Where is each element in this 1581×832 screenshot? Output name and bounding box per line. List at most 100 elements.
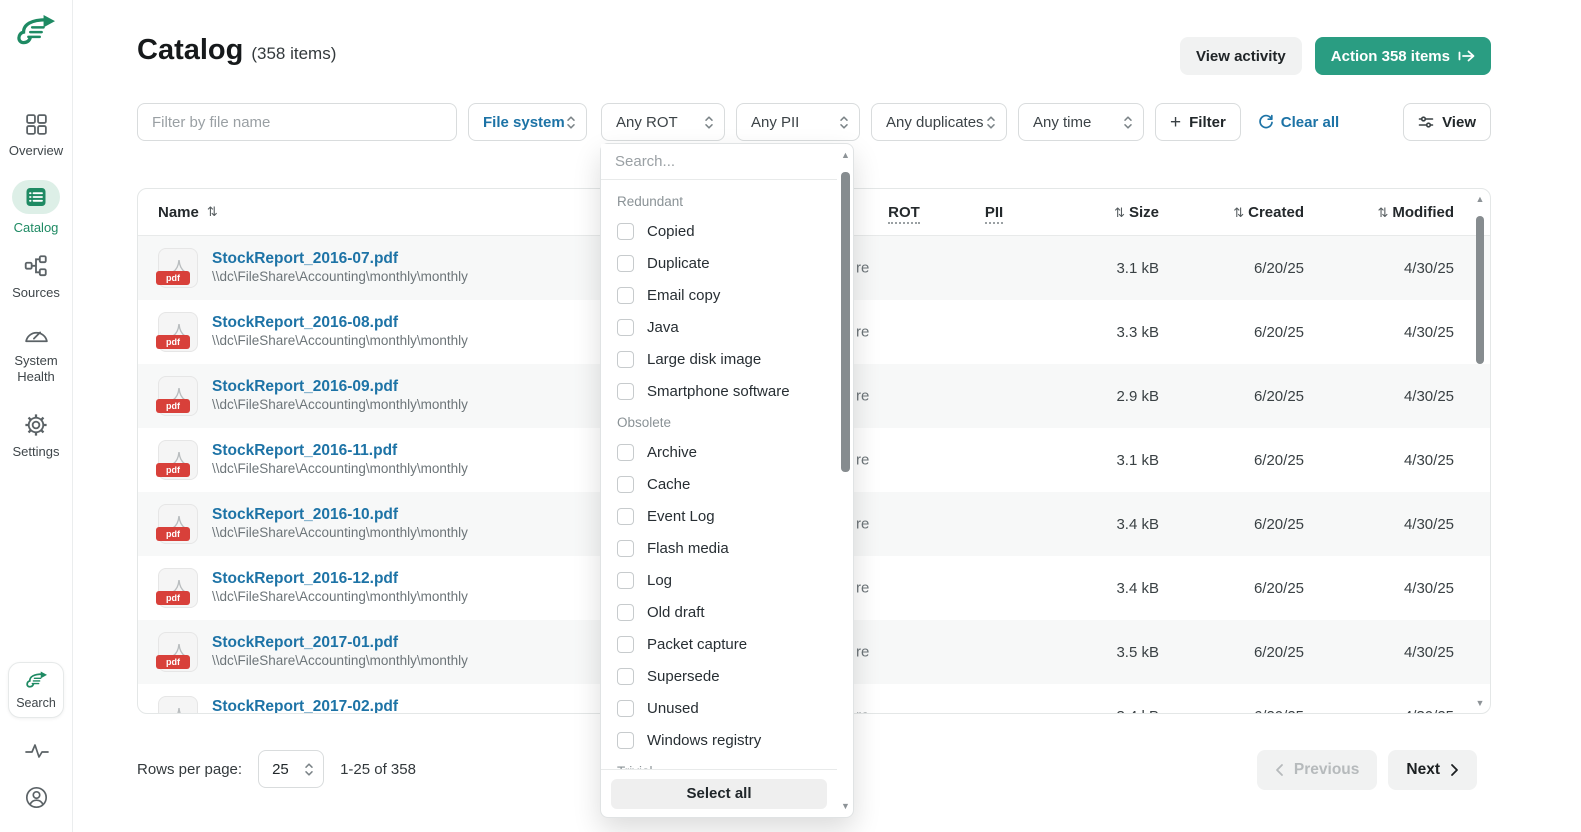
- rot-option[interactable]: Old draft: [617, 596, 837, 628]
- refresh-icon: [1258, 114, 1274, 130]
- scrollbar-thumb[interactable]: [841, 172, 850, 472]
- file-name-link[interactable]: StockReport_2017-01.pdf: [212, 634, 399, 651]
- checkbox[interactable]: [617, 475, 634, 493]
- rot-dropdown-search-input[interactable]: [601, 144, 837, 180]
- sidebar-item-overview[interactable]: Overview: [0, 112, 72, 159]
- table-row[interactable]: pdf StockReport_2016-11.pdf \\dc\FileSha…: [138, 428, 1490, 492]
- rot-filter-select[interactable]: Any ROT: [601, 103, 725, 141]
- rot-option[interactable]: Email copy: [617, 279, 837, 311]
- action-items-button[interactable]: Action 358 items: [1314, 37, 1491, 75]
- group-label-trivial: Trivial: [617, 764, 837, 769]
- duplicates-filter-select[interactable]: Any duplicates: [871, 103, 1007, 141]
- table-scrollbar[interactable]: ▲ ▼: [1473, 194, 1487, 708]
- sidebar-item-sources[interactable]: Sources: [0, 253, 72, 301]
- checkbox[interactable]: [617, 507, 634, 525]
- checkbox[interactable]: [617, 635, 634, 653]
- scrollbar-thumb[interactable]: [1476, 216, 1484, 364]
- modified-cell: 4/30/25: [1403, 643, 1454, 661]
- previous-page-button[interactable]: Previous: [1256, 750, 1378, 790]
- checkbox[interactable]: [617, 382, 634, 400]
- rot-option[interactable]: Duplicate: [617, 247, 837, 279]
- scroll-up-icon[interactable]: ▲: [841, 150, 850, 160]
- next-page-button[interactable]: Next: [1388, 750, 1477, 790]
- rot-option[interactable]: Java: [617, 311, 837, 343]
- checkbox[interactable]: [617, 699, 634, 717]
- column-header-size[interactable]: ⇅ Size: [1114, 203, 1159, 221]
- file-name-link[interactable]: StockReport_2016-10.pdf: [212, 506, 399, 523]
- rot-option[interactable]: Event Log: [617, 500, 837, 532]
- size-cell: 2.9 kB: [1116, 387, 1159, 405]
- checkbox[interactable]: [617, 443, 634, 461]
- rot-option[interactable]: Packet capture: [617, 628, 837, 660]
- sidebar-item-system-health[interactable]: System Health: [0, 323, 72, 386]
- file-name-filter-input[interactable]: [137, 103, 457, 141]
- table-row[interactable]: pdf StockReport_2016-12.pdf \\dc\FileSha…: [138, 556, 1490, 620]
- rot-option[interactable]: Archive: [617, 436, 837, 468]
- rot-option[interactable]: Large disk image: [617, 343, 837, 375]
- rot-option[interactable]: Smartphone software: [617, 375, 837, 407]
- created-cell: 6/20/25: [1253, 451, 1304, 469]
- user-account-icon[interactable]: [24, 785, 49, 810]
- size-cell: 3.3 kB: [1116, 323, 1159, 341]
- checkbox[interactable]: [617, 539, 634, 557]
- sidebar-item-catalog[interactable]: Catalog: [0, 180, 72, 236]
- checkbox[interactable]: [617, 571, 634, 589]
- column-header-modified[interactable]: ⇅ Modified: [1377, 203, 1454, 221]
- table-row[interactable]: pdf StockReport_2016-08.pdf \\dc\FileSha…: [138, 300, 1490, 364]
- file-name-link[interactable]: StockReport_2016-11.pdf: [212, 442, 398, 459]
- sidebar-item-settings[interactable]: Settings: [0, 412, 72, 460]
- file-name-link[interactable]: StockReport_2016-12.pdf: [212, 570, 399, 587]
- sort-icon: ⇅: [1114, 204, 1125, 220]
- pii-filter-select[interactable]: Any PII: [736, 103, 860, 141]
- rot-option[interactable]: Unused: [617, 692, 837, 724]
- select-all-button[interactable]: Select all: [611, 778, 827, 809]
- rot-option[interactable]: Log: [617, 564, 837, 596]
- activity-pulse-icon[interactable]: [24, 740, 50, 762]
- pdf-badge: pdf: [156, 463, 190, 477]
- search-launcher[interactable]: Search: [8, 662, 64, 718]
- checkbox[interactable]: [617, 286, 634, 304]
- add-filter-button[interactable]: + Filter: [1155, 103, 1241, 141]
- clear-all-link[interactable]: Clear all: [1258, 114, 1339, 131]
- checkbox[interactable]: [617, 222, 634, 240]
- app-logo-icon[interactable]: [14, 14, 56, 54]
- file-name-link[interactable]: StockReport_2017-02.pdf: [212, 698, 399, 714]
- checkbox[interactable]: [617, 731, 634, 749]
- sort-icon[interactable]: ⇅: [206, 204, 218, 219]
- modified-cell: 4/30/25: [1304, 708, 1454, 714]
- rows-per-page-select[interactable]: 25: [258, 750, 325, 788]
- scroll-down-icon[interactable]: ▼: [1475, 698, 1485, 708]
- rot-option[interactable]: Copied: [617, 215, 837, 247]
- checkbox[interactable]: [617, 318, 634, 336]
- scroll-down-icon[interactable]: ▼: [841, 801, 850, 811]
- table-row[interactable]: pdf StockReport_2017-02.pdf \\dc\FileSha…: [138, 684, 1490, 714]
- gear-icon: [23, 412, 49, 438]
- rot-option[interactable]: Supersede: [617, 660, 837, 692]
- column-header-created[interactable]: ⇅ Created: [1233, 203, 1304, 221]
- file-name-link[interactable]: StockReport_2016-09.pdf: [212, 378, 399, 395]
- checkbox[interactable]: [617, 603, 634, 621]
- column-header-rot[interactable]: ROT: [859, 203, 949, 224]
- checkbox[interactable]: [617, 667, 634, 685]
- dropdown-scrollbar[interactable]: ▲ ▼: [839, 150, 852, 811]
- pdf-file-icon: pdf: [158, 696, 198, 713]
- view-options-button[interactable]: View: [1403, 103, 1491, 141]
- file-path: \\dc\FileShare\Accounting\monthly\monthl…: [212, 525, 468, 540]
- scroll-up-icon[interactable]: ▲: [1475, 194, 1485, 204]
- time-filter-select[interactable]: Any time: [1018, 103, 1144, 141]
- column-header-pii[interactable]: PII: [949, 203, 1039, 224]
- checkbox[interactable]: [617, 254, 634, 272]
- view-activity-button[interactable]: View activity: [1180, 37, 1302, 75]
- rot-option[interactable]: Windows registry: [617, 724, 837, 756]
- file-name-link[interactable]: StockReport_2016-07.pdf: [212, 250, 399, 267]
- pdf-badge: pdf: [156, 527, 190, 541]
- rot-option[interactable]: Flash media: [617, 532, 837, 564]
- created-cell: 6/20/25: [1253, 387, 1304, 405]
- file-name-link[interactable]: StockReport_2016-08.pdf: [212, 314, 399, 331]
- checkbox[interactable]: [617, 350, 634, 368]
- rot-filter-dropdown: Redundant Copied Duplicate Email copy Ja…: [600, 143, 854, 818]
- rot-option[interactable]: Cache: [617, 468, 837, 500]
- size-cell: 3.4 kB: [1116, 579, 1159, 597]
- source-type-select[interactable]: File system: [468, 103, 587, 141]
- column-header-name[interactable]: Name ⇅: [158, 203, 218, 221]
